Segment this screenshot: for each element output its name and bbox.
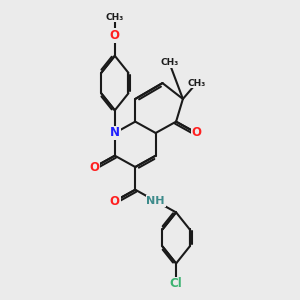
Text: Cl: Cl xyxy=(170,278,182,290)
Text: O: O xyxy=(191,127,202,140)
Text: N: N xyxy=(110,127,120,140)
Text: CH₃: CH₃ xyxy=(106,13,124,22)
Text: O: O xyxy=(110,29,120,42)
Text: O: O xyxy=(110,194,120,208)
Text: O: O xyxy=(89,160,99,173)
Text: NH: NH xyxy=(146,196,165,206)
Text: CH₃: CH₃ xyxy=(188,79,206,88)
Text: CH₃: CH₃ xyxy=(160,58,178,67)
